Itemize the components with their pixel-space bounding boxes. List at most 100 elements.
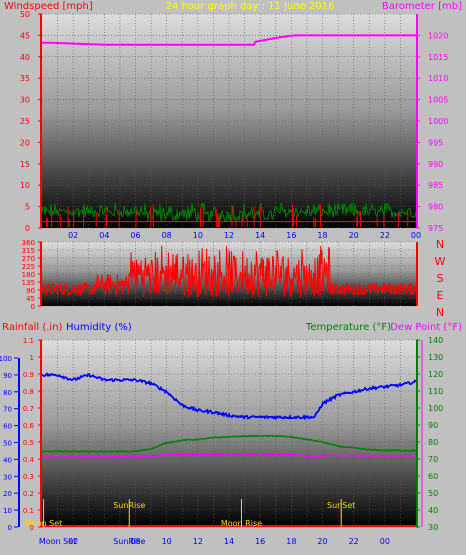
compass-label: E — [437, 289, 444, 302]
direction-tick-label: 90 — [26, 287, 35, 295]
temperature-tick-label: 100 — [428, 404, 443, 413]
hour-tick-label: 08 — [162, 231, 172, 240]
rain-tick-label: 0.3 — [23, 473, 34, 481]
humidity-tick-label: 100 — [0, 355, 12, 363]
hour-tick-label: 16 — [255, 537, 265, 546]
direction-tick-label: 135 — [22, 279, 35, 287]
hour-tick-label: 00 — [380, 537, 390, 546]
direction-tick-label: 0 — [31, 303, 35, 311]
compass-label: N — [436, 306, 444, 319]
event-label: SunRise — [113, 501, 145, 510]
wind-tick-label: 10 — [20, 181, 30, 190]
hour-tick-label: 12 — [193, 537, 203, 546]
wind-tick-label: 25 — [20, 117, 30, 126]
temperature-tick-label: 30 — [428, 523, 438, 532]
humidity-tick-label: 50 — [3, 440, 12, 448]
rain-tick-label: 0.6 — [23, 422, 35, 430]
hour-tick-label: 10 — [162, 537, 172, 546]
rain-tick-label: 0.1 — [23, 507, 34, 515]
wind-tick-label: 15 — [20, 160, 30, 169]
temperature-tick-label: 120 — [428, 370, 443, 379]
hour-tick-label: 04 — [99, 231, 109, 240]
rain-tick-label: 0.7 — [23, 405, 34, 413]
temperature-tick-label: 40 — [428, 506, 438, 515]
hour-tick-label: SunRise — [113, 537, 145, 546]
direction-tick-label: 180 — [22, 271, 35, 279]
rain-tick-label: 0.8 — [23, 388, 34, 396]
wind-tick-label: 35 — [20, 74, 30, 83]
hour-tick-label: 20 — [349, 231, 359, 240]
series-temperature — [41, 434, 417, 453]
direction-tick-label: 315 — [22, 247, 35, 255]
hour-tick-label: 12 — [224, 231, 234, 240]
humidity-tick-label: 70 — [3, 406, 12, 414]
wind-tick-label: 30 — [20, 96, 30, 105]
baro-tick-label: 1015 — [428, 53, 448, 62]
wind-axis-title: Windspeed [mph] — [4, 1, 93, 12]
wind-tick-label: 45 — [20, 31, 30, 40]
temperature-tick-label: 110 — [428, 387, 443, 396]
hour-tick-label: 08 — [130, 537, 140, 546]
rain-tick-label: 0.4 — [23, 456, 35, 464]
compass-label: S — [437, 272, 444, 285]
event-label: Moon Rise — [221, 519, 262, 528]
hour-tick-label: Moon Set — [39, 537, 76, 546]
wind-tick-label: 0 — [25, 224, 30, 233]
wind-tick-label: 5 — [25, 203, 30, 212]
hour-tick-label: 10 — [193, 231, 203, 240]
hour-tick-label: 06 — [130, 231, 140, 240]
rain-tick-label: 0.9 — [23, 371, 34, 379]
dew-axis-title: Dew Point (°F) — [390, 322, 462, 333]
temperature-tick-label: 70 — [428, 455, 438, 464]
temperature-tick-label: 140 — [428, 336, 443, 345]
rainfall-axis-title: Rainfall (.in) — [2, 322, 63, 333]
wind-direction-series — [41, 245, 417, 298]
baro-tick-label: 990 — [428, 160, 443, 169]
baro-tick-label: 1020 — [428, 31, 448, 40]
hour-tick-label: 20 — [317, 537, 327, 546]
humidity-tick-label: 90 — [3, 372, 12, 380]
hour-tick-label: 22 — [380, 231, 390, 240]
humidity-tick-label: 80 — [3, 389, 12, 397]
temperature-tick-label: 130 — [428, 353, 443, 362]
baro-tick-label: 1000 — [428, 117, 448, 126]
hour-tick-label: 02 — [68, 231, 78, 240]
compass-label: W — [435, 255, 446, 268]
baro-tick-label: 980 — [428, 203, 443, 212]
hour-tick-label: 16 — [286, 231, 296, 240]
temperature-axis-title: Temperature (°F) — [305, 322, 391, 333]
wind-tick-label: 20 — [20, 138, 30, 147]
baro-tick-label: 1005 — [428, 96, 448, 105]
direction-tick-label: 270 — [22, 255, 35, 263]
direction-tick-label: 225 — [22, 263, 35, 271]
series-humidity — [41, 372, 417, 421]
compass-label: N — [436, 238, 444, 251]
wind-tick-label: 40 — [20, 53, 30, 62]
humidity-tick-label: 30 — [3, 473, 12, 481]
hour-tick-label: 22 — [349, 537, 359, 546]
hour-tick-label: 14 — [255, 231, 265, 240]
humidity-tick-label: 0 — [8, 524, 12, 532]
series-dew-point — [41, 452, 417, 459]
rain-tick-label: 0 — [30, 524, 34, 532]
event-label: Moon Set — [25, 519, 62, 528]
humidity-tick-label: 20 — [3, 490, 12, 498]
temperature-tick-label: 90 — [428, 421, 438, 430]
barometer-series — [42, 34, 416, 46]
temperature-tick-label: 60 — [428, 472, 438, 481]
baro-tick-label: 975 — [428, 224, 443, 233]
chart-title: 24 hour graph day : 11 June 2016 — [166, 1, 335, 12]
humidity-tick-label: 10 — [3, 507, 12, 515]
rain-tick-label: 1.1 — [23, 337, 34, 345]
hour-tick-label: 14 — [224, 537, 234, 546]
rain-tick-label: 0.5 — [23, 439, 34, 447]
hour-tick-label: 18 — [286, 537, 296, 546]
baro-axis-title: Barometer [mb] — [382, 1, 462, 12]
wind-speed-series — [41, 202, 417, 224]
baro-tick-label: 995 — [428, 138, 443, 147]
rain-tick-label: 0.2 — [23, 490, 34, 498]
direction-tick-label: 360 — [22, 239, 35, 247]
wind-tick-label: 50 — [20, 10, 30, 19]
